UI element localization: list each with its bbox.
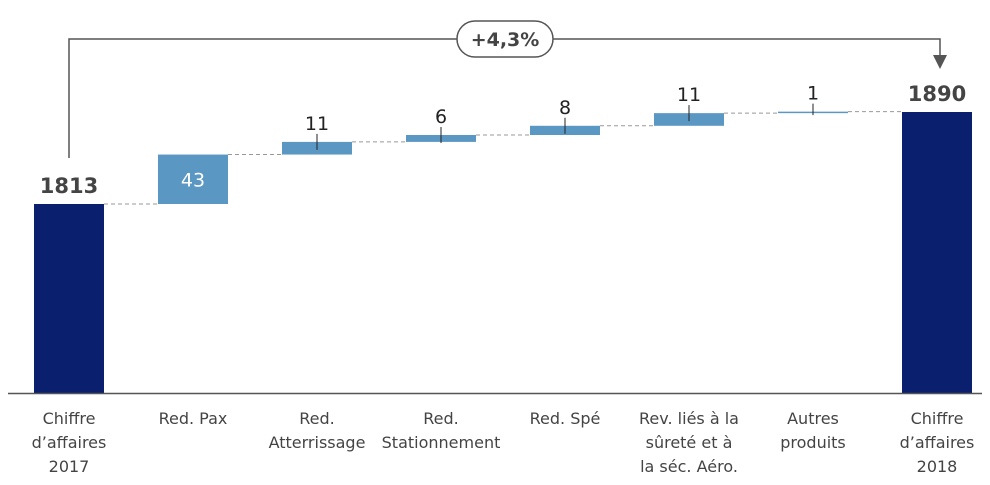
bar-increment-1: [158, 154, 228, 204]
bar-start-total: [34, 204, 104, 393]
value-label-3: 6: [435, 106, 447, 128]
x-tick-label-4: Red. Spé: [530, 409, 601, 428]
growth-annotation: +4,3%: [68, 20, 947, 158]
x-tick-label-2: Red. Atterrissage: [269, 409, 366, 452]
value-label-2: 11: [305, 113, 329, 135]
bars: [34, 111, 972, 393]
value-label-1: 43: [181, 169, 205, 191]
value-label-start: 1813: [40, 174, 98, 198]
growth-label: +4,3%: [471, 29, 540, 51]
x-tick-label-5: Rev. liés à la sûreté et à la séc. Aéro.: [639, 409, 739, 476]
growth-pill: [456, 20, 554, 58]
value-label-4: 8: [559, 97, 571, 119]
x-tick-label-1: Red. Pax: [159, 409, 228, 428]
bar-end-total: [902, 112, 972, 393]
value-label-end: 1890: [908, 82, 966, 106]
value-label-6: 1: [807, 83, 819, 105]
x-axis-labels: Chiffre d’affaires 2017 Red. Pax Red. Atterri…: [32, 409, 975, 476]
x-tick-label-7: Chiffre d’affaires 2018: [900, 409, 975, 476]
x-tick-label-3: Red. Stationnement: [382, 409, 501, 452]
arrow-down-icon: [933, 55, 947, 69]
value-label-5: 11: [677, 84, 701, 106]
x-tick-label-0: Chiffre d’affaires 2017: [32, 409, 107, 476]
x-tick-label-6: Autres produits: [780, 409, 846, 452]
connector-lines: [104, 111, 902, 205]
